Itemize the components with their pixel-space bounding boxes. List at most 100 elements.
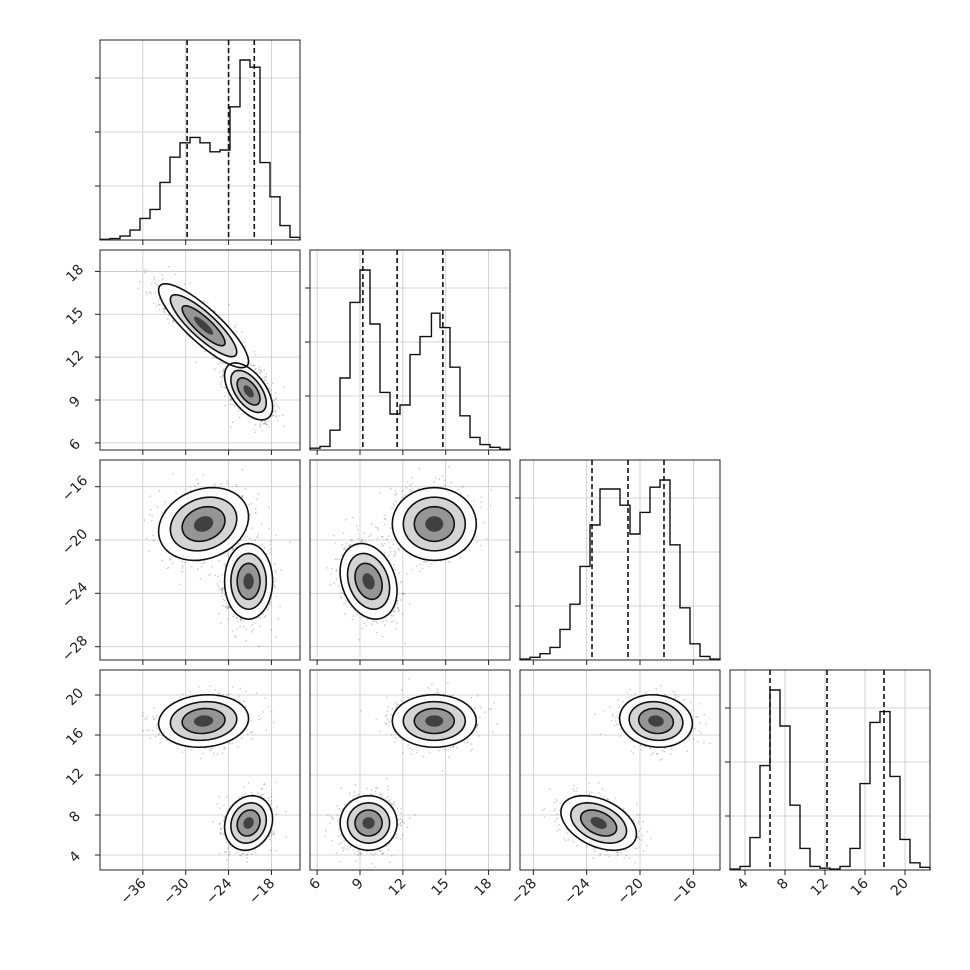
sample-point	[370, 522, 373, 525]
sample-point	[392, 543, 395, 546]
sample-point	[224, 404, 226, 407]
sample-point	[274, 402, 276, 404]
hist-panel-p0	[95, 39, 301, 245]
sample-point	[221, 587, 224, 589]
sample-point	[394, 551, 397, 554]
sample-point	[390, 614, 393, 617]
sample-point	[261, 429, 263, 432]
sample-point	[219, 383, 222, 386]
sample-point	[289, 541, 291, 543]
sample-point	[342, 548, 345, 551]
sample-point	[259, 371, 262, 374]
sample-point	[145, 537, 148, 540]
sample-point	[166, 318, 169, 321]
sample-point	[259, 617, 262, 620]
sample-point	[360, 539, 363, 542]
sample-point	[235, 330, 238, 333]
sample-point	[239, 625, 242, 628]
sample-point	[274, 392, 277, 394]
sample-point	[161, 277, 164, 280]
sample-point	[248, 503, 251, 506]
sample-point	[271, 382, 274, 385]
sample-point	[229, 403, 232, 406]
sample-point	[403, 592, 406, 595]
sample-point	[385, 538, 388, 541]
sample-point	[135, 269, 138, 271]
sample-point	[384, 542, 386, 545]
sample-point	[274, 586, 277, 589]
sample-point	[163, 307, 166, 310]
sample-point	[216, 583, 219, 586]
contour-line	[169, 293, 238, 358]
sample-point	[221, 377, 223, 380]
sample-point	[335, 570, 338, 573]
sample-point	[268, 551, 271, 554]
sample-point	[271, 415, 274, 417]
sample-point	[283, 425, 285, 428]
sample-point	[387, 555, 390, 558]
sample-point	[167, 265, 170, 268]
sample-point	[225, 602, 228, 605]
contour-line	[223, 362, 274, 421]
sample-point	[377, 529, 380, 532]
sample-point	[275, 595, 278, 598]
sample-point	[402, 593, 404, 596]
sample-point	[384, 523, 386, 526]
sample-point	[398, 549, 400, 552]
sample-point	[260, 420, 263, 423]
sample-point	[248, 421, 251, 424]
contour-line	[181, 505, 226, 543]
sample-point	[396, 599, 399, 602]
sample-point	[263, 378, 266, 381]
sample-point	[235, 546, 237, 548]
sample-point	[218, 612, 220, 615]
sample-point	[221, 595, 223, 597]
sample-point	[197, 560, 200, 563]
sample-point	[183, 561, 186, 564]
sample-point	[207, 574, 210, 577]
sample-point	[267, 426, 270, 428]
sample-point	[408, 603, 411, 606]
sample-point	[238, 416, 241, 419]
sample-point	[267, 506, 270, 509]
sample-point	[265, 424, 268, 426]
sample-point	[145, 291, 148, 294]
sample-point	[266, 608, 269, 611]
sample-point	[257, 536, 259, 539]
sample-point	[443, 479, 446, 482]
sample-point	[381, 535, 384, 538]
sample-point	[383, 518, 386, 520]
sample-point	[154, 292, 156, 294]
sample-point	[172, 321, 174, 324]
sample-point	[243, 535, 246, 538]
sample-point	[197, 482, 200, 485]
sample-point	[340, 597, 343, 599]
sample-point	[220, 482, 223, 485]
sample-point	[401, 490, 404, 493]
sample-point	[392, 610, 395, 613]
sample-point	[266, 553, 268, 555]
density-fill	[193, 316, 214, 335]
sample-point	[468, 549, 471, 552]
sample-point	[160, 511, 163, 514]
sample-point	[338, 584, 341, 587]
sample-point	[169, 558, 172, 561]
sample-point	[241, 330, 244, 333]
sample-point	[404, 494, 407, 497]
sample-point	[278, 415, 280, 417]
sample-point	[267, 420, 270, 423]
sample-point	[376, 527, 379, 529]
sample-point	[166, 567, 168, 570]
sample-point	[183, 282, 186, 285]
sample-point	[375, 631, 378, 634]
sample-point	[231, 547, 234, 550]
sample-point	[172, 319, 174, 322]
sample-point	[257, 368, 260, 371]
sample-point	[364, 540, 367, 543]
sample-point	[158, 298, 161, 301]
sample-point	[221, 589, 224, 591]
sample-point	[148, 513, 151, 516]
sample-point	[252, 628, 255, 631]
sample-point	[219, 622, 222, 625]
